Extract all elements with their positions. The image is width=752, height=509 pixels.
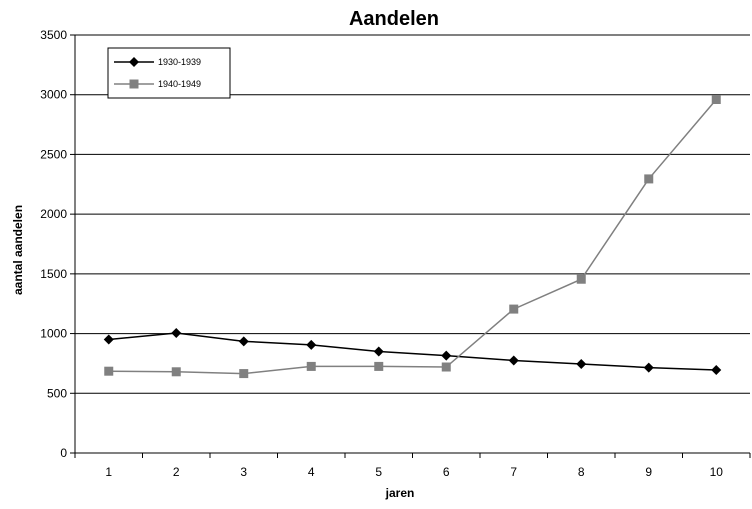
x-tick-label: 10 xyxy=(710,465,724,479)
data-point xyxy=(239,369,249,379)
series-group xyxy=(103,94,722,379)
data-point xyxy=(711,94,721,104)
data-point xyxy=(238,336,249,347)
data-point xyxy=(103,334,114,345)
x-axis-label: jaren xyxy=(385,486,415,500)
legend: 1930-1939 1940-1949 xyxy=(107,47,231,99)
y-axis-label: aantal aandelen xyxy=(11,205,25,295)
data-point xyxy=(441,350,452,361)
data-point xyxy=(711,364,722,375)
y-tick-label: 500 xyxy=(47,386,67,400)
y-tick-label: 1000 xyxy=(40,327,67,341)
x-tick-label: 6 xyxy=(443,465,450,479)
legend-label: 1940-1949 xyxy=(158,79,201,89)
data-point xyxy=(373,346,384,357)
legend-marker xyxy=(129,79,139,89)
x-tick-label: 9 xyxy=(645,465,652,479)
y-tick-label: 2000 xyxy=(40,207,67,221)
y-tick-label: 1500 xyxy=(40,267,67,281)
series-1 xyxy=(103,327,722,375)
x-tick-label: 2 xyxy=(173,465,180,479)
y-tick-label: 2500 xyxy=(40,147,67,161)
x-tick-labels: 1 2 3 4 5 6 7 8 9 10 xyxy=(105,465,723,479)
data-point xyxy=(576,359,587,370)
y-tick-label: 3500 xyxy=(40,28,67,42)
data-point xyxy=(441,362,451,372)
data-point xyxy=(509,304,519,314)
data-point xyxy=(171,327,182,338)
chart-title: Aandelen xyxy=(349,8,439,30)
y-tick-label: 3000 xyxy=(40,88,67,102)
data-point xyxy=(306,361,316,371)
legend-box xyxy=(107,47,231,99)
legend-label: 1930-1939 xyxy=(158,57,201,67)
data-point xyxy=(104,366,114,376)
data-point xyxy=(644,174,654,184)
data-point xyxy=(576,274,586,284)
series-2 xyxy=(104,94,721,379)
y-tick-labels: 0 500 1000 1500 2000 2500 3000 3500 xyxy=(40,28,67,460)
data-point xyxy=(374,361,384,371)
x-tick-label: 7 xyxy=(510,465,517,479)
data-point xyxy=(643,362,654,373)
y-tick-label: 0 xyxy=(60,446,67,460)
axes xyxy=(74,35,751,458)
data-point xyxy=(171,367,181,377)
data-point xyxy=(508,355,519,366)
x-tick-label: 8 xyxy=(578,465,585,479)
series-line xyxy=(108,99,717,375)
x-tick-label: 3 xyxy=(240,465,247,479)
x-tick-label: 1 xyxy=(105,465,112,479)
x-tick-label: 4 xyxy=(308,465,315,479)
data-point xyxy=(306,339,317,350)
series-line xyxy=(108,332,717,371)
x-tick-label: 5 xyxy=(375,465,382,479)
legend-marker xyxy=(129,57,139,67)
